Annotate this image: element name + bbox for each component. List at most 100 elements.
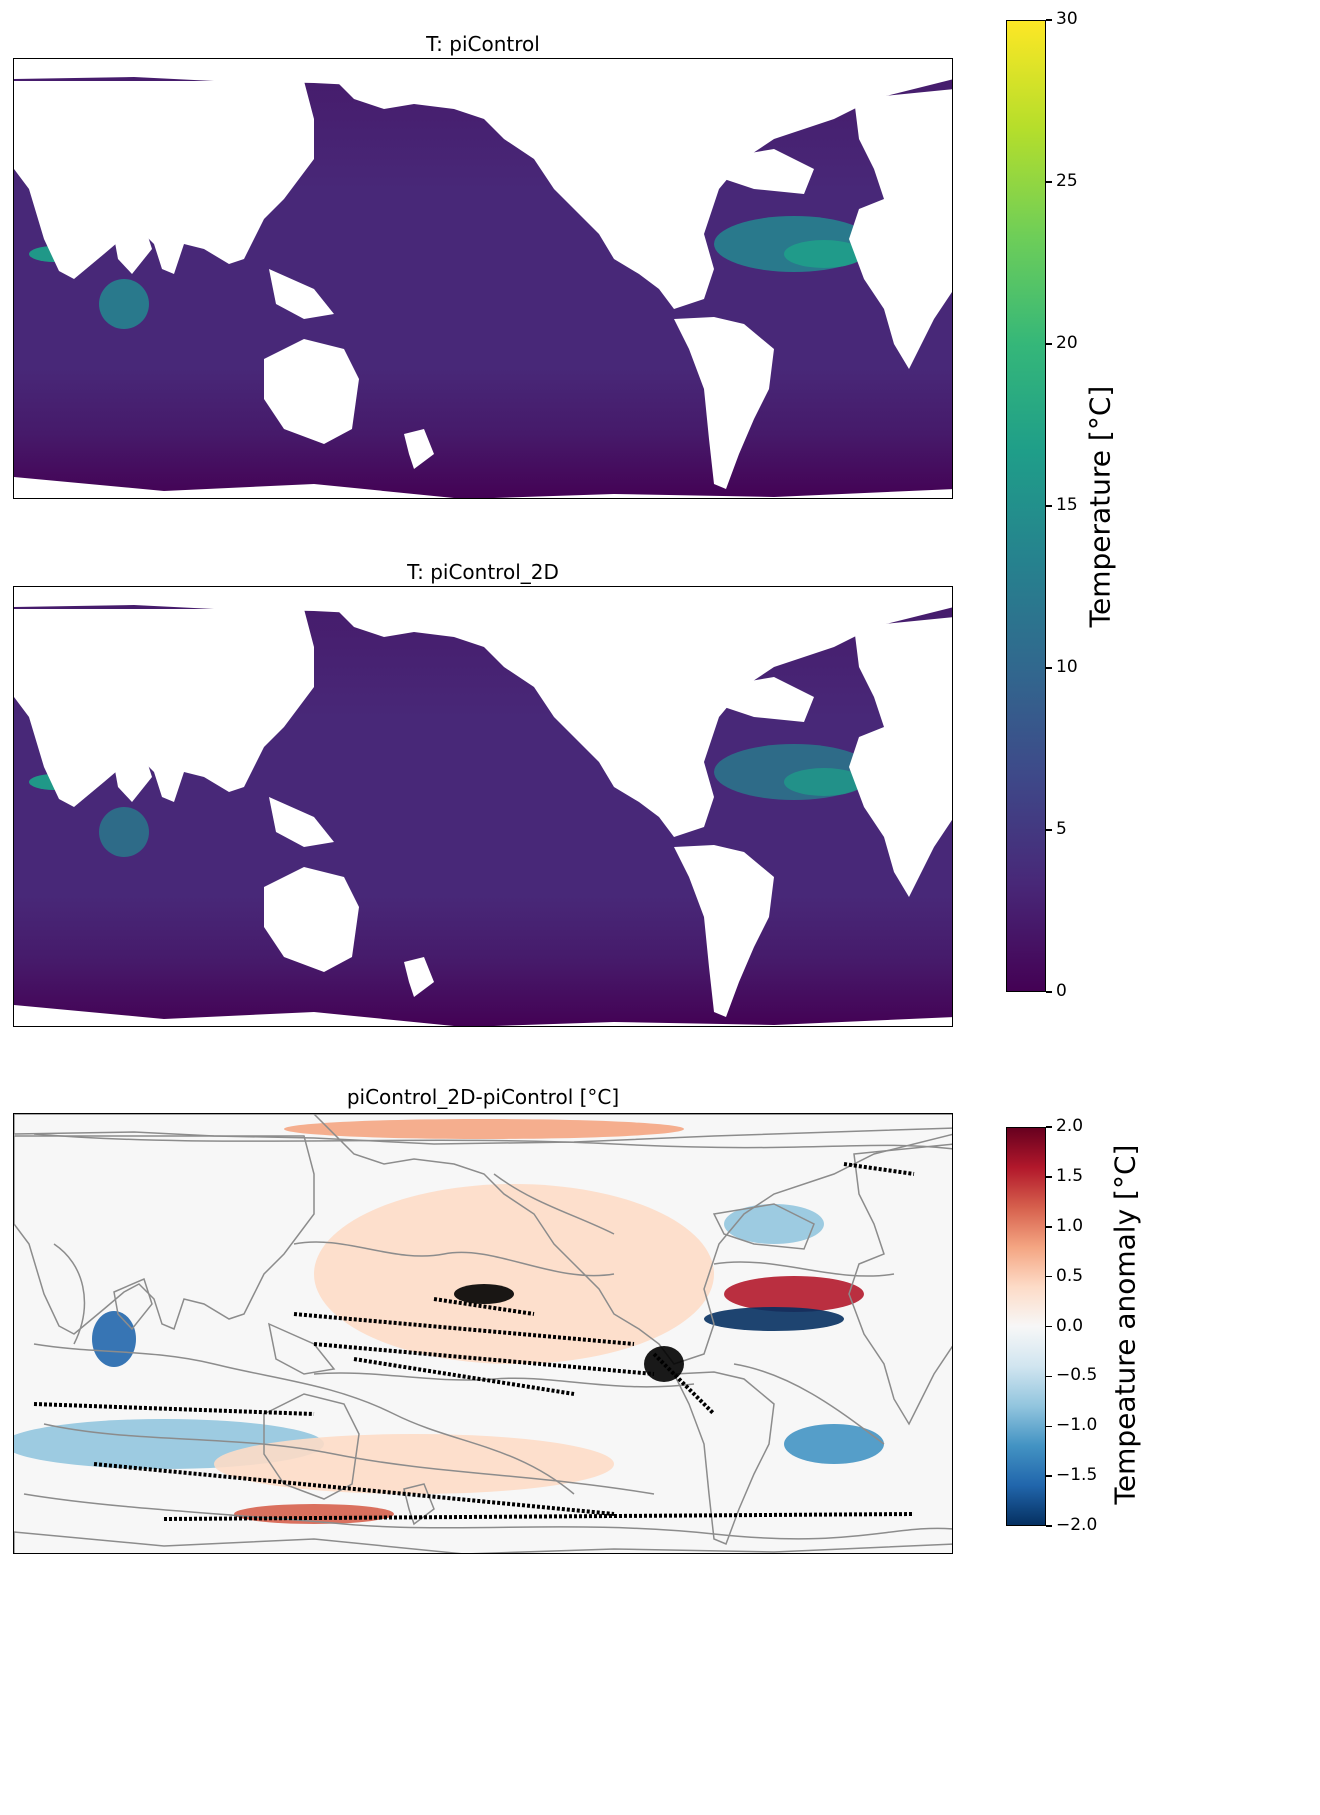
panel1-title: T: piControl (426, 32, 540, 56)
anomaly-colorbar-tick-label: −0.5 (1056, 1365, 1098, 1386)
warm-arabian-sea-patch (99, 807, 149, 857)
anomaly-colorbar-tickmark (1046, 1425, 1052, 1427)
land-mask (14, 477, 952, 498)
land-mask (714, 677, 814, 722)
anomaly-colorbar-tick-label: 1.5 (1056, 1165, 1084, 1186)
anomaly-colorbar-tick-label: 0.5 (1056, 1265, 1084, 1286)
land-mask (14, 1005, 952, 1026)
significance-stippling-patch (454, 1284, 514, 1304)
bathymetry-contour (293, 1241, 615, 1277)
significance-stippling-patch (644, 1346, 684, 1382)
anomaly-colorbar-tickmark (1046, 1126, 1052, 1128)
temperature-colorbar-tick-label: 0 (1056, 981, 1067, 1001)
land-mask (114, 752, 152, 802)
significance-stippling (843, 1162, 915, 1176)
temperature-colorbar-tickmark (1046, 343, 1052, 345)
temperature-colorbar-tickmark (1046, 829, 1052, 831)
anomaly-colorbar-tick-label: 0.0 (1056, 1315, 1084, 1336)
warm-anomaly-south-pacific (214, 1434, 614, 1494)
land-mask (269, 269, 334, 319)
coastline-contour (848, 1143, 952, 1426)
coastline-contour (263, 1393, 360, 1500)
land-mask (314, 59, 952, 309)
significance-stippling (353, 1357, 575, 1396)
anomaly-colorbar-label: Tempeature anomaly [°C] (1108, 1144, 1142, 1505)
bathymetry-contour (733, 1363, 885, 1445)
coastline-contour (14, 1531, 952, 1553)
coastline-contour (712, 1203, 815, 1250)
bathymetry-contour (713, 1261, 895, 1277)
temperature-colorbar-tick-label: 20 (1056, 333, 1078, 353)
land-mask (404, 957, 434, 997)
land-mask (849, 617, 952, 897)
panel1-map (13, 58, 953, 499)
panel3-map (13, 1113, 953, 1554)
bathymetry-contour (33, 1343, 575, 1495)
strong-warm-anomaly-atlantic (724, 1276, 864, 1312)
anomaly-colorbar-tick-label: −1.5 (1056, 1465, 1098, 1486)
land-mask (14, 609, 314, 807)
coastline-contour (672, 1371, 775, 1545)
temperature-colorbar-tickmark (1046, 991, 1052, 993)
anomaly-colorbar-tickmark (1046, 1325, 1052, 1328)
land-mask (14, 81, 314, 279)
temperature-colorbar-tickmark (1046, 667, 1052, 669)
temperature-colorbar-tick-label: 10 (1056, 657, 1078, 677)
anomaly-colorbar-tickmark (1046, 1525, 1052, 1527)
anomaly-colorbar-tickmark (1046, 1226, 1052, 1228)
panel3-title: piControl_2D-piControl [°C] (346, 1085, 620, 1109)
significance-stippling (313, 1342, 655, 1376)
coastline-contour (14, 1114, 952, 1145)
anomaly-colorbar-tick-label: 1.0 (1056, 1215, 1084, 1236)
land-mask (674, 317, 774, 489)
land-mask (264, 867, 359, 972)
bathymetry-contour (23, 1493, 952, 1540)
coastline-contour (14, 1135, 315, 1335)
temperature-colorbar-tickmark (1046, 181, 1052, 183)
cold-anomaly-red-sea (92, 1311, 136, 1367)
significance-stippling (93, 1462, 615, 1516)
land-mask (404, 429, 434, 469)
significance-stippling (163, 1512, 915, 1521)
temperature-colorbar-tickmark (1046, 505, 1052, 507)
bathymetry-contour (493, 1173, 615, 1235)
anomaly-colorbar-tick-label: −2.0 (1056, 1515, 1098, 1535)
land-mask (264, 339, 359, 444)
panel1-map-svg (14, 59, 952, 498)
significance-stippling (33, 1402, 315, 1416)
land-mask (714, 149, 814, 194)
warm-anomaly-arctic (284, 1119, 684, 1139)
coastline-contour (267, 1322, 336, 1375)
temperature-colorbar (1006, 20, 1046, 992)
significance-stippling (652, 1352, 716, 1416)
temperature-colorbar-tickmark (1046, 19, 1052, 21)
anomaly-colorbar-tickmark (1046, 1375, 1052, 1378)
temperature-colorbar-tick-label: 5 (1056, 819, 1067, 839)
temperature-colorbar-label: Temperature [°C] (1083, 385, 1117, 628)
bathymetry-contour (313, 1372, 695, 1388)
coastline-contour (312, 1114, 952, 1365)
cold-anomaly-labrador (724, 1204, 824, 1244)
land-mask (674, 845, 774, 1017)
bathymetry-contour (43, 1423, 655, 1495)
warm-gulf-stream-patch (784, 768, 864, 796)
panel2-title: T: piControl_2D (407, 560, 559, 584)
land-mask (114, 224, 152, 274)
coastline-contour (113, 1277, 153, 1331)
land-mask (269, 797, 334, 847)
temperature-colorbar-tick-label: 30 (1056, 9, 1078, 29)
anomaly-colorbar-tick-label: 2.0 (1056, 1116, 1084, 1136)
anomaly-colorbar-tickmark (1046, 1475, 1052, 1477)
temperature-colorbar-tick-label: 15 (1056, 495, 1078, 515)
panel2-map (13, 586, 953, 1027)
significance-stippling (433, 1297, 535, 1316)
anomaly-colorbar (1006, 1127, 1046, 1526)
land-mask (314, 587, 952, 837)
anomaly-colorbar-tickmark (1046, 1176, 1052, 1178)
cold-anomaly-south-atlantic (784, 1424, 884, 1464)
anomaly-colorbar-tickmark (1046, 1275, 1052, 1278)
warm-anomaly-north-pacific (314, 1184, 714, 1364)
warm-gulf-stream-patch (784, 240, 864, 268)
temperature-colorbar-tick-label: 25 (1056, 171, 1078, 191)
warm-arabian-sea-patch (99, 279, 149, 329)
